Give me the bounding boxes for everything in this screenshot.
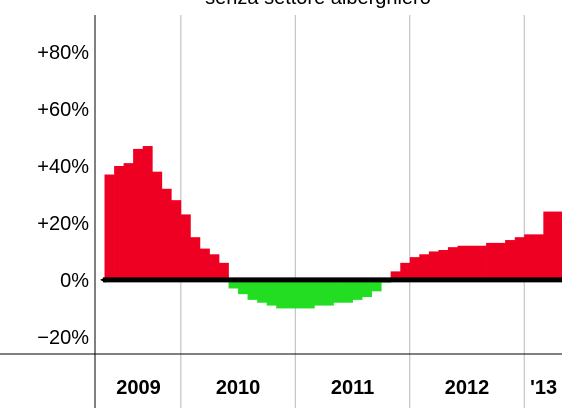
bar — [371, 279, 382, 292]
y-tick-label: +40% — [37, 156, 89, 178]
bar — [285, 279, 296, 309]
bar — [295, 279, 306, 309]
bar — [199, 248, 210, 280]
bar — [276, 279, 287, 309]
bar — [352, 279, 363, 300]
bar — [438, 250, 449, 280]
bar — [514, 237, 525, 280]
bar — [457, 245, 468, 280]
bar — [152, 171, 163, 280]
x-tick-label: '13 — [530, 377, 557, 399]
bar — [533, 234, 544, 280]
bar — [333, 279, 344, 303]
y-tick-label: +80% — [37, 42, 89, 64]
bar — [400, 262, 411, 280]
bar — [104, 174, 115, 280]
bar — [419, 254, 430, 280]
chart-title: senza settore alberghiero — [205, 0, 431, 9]
bar — [409, 257, 420, 280]
bar — [505, 240, 516, 280]
bar — [495, 242, 506, 280]
bar — [524, 234, 535, 280]
y-tick-label: +60% — [37, 99, 89, 121]
bar — [161, 188, 172, 280]
x-tick-label: 2009 — [116, 377, 161, 399]
x-tick-label: 2012 — [445, 377, 490, 399]
x-tick-label: 2011 — [331, 377, 374, 399]
bar — [362, 279, 372, 298]
bar — [543, 211, 554, 280]
bar — [180, 214, 191, 280]
bar — [343, 279, 353, 303]
bar — [171, 200, 182, 280]
bar — [314, 279, 325, 306]
bar — [486, 242, 497, 280]
bar — [390, 271, 401, 280]
bar — [257, 279, 268, 303]
bar — [228, 279, 239, 289]
bar — [466, 245, 477, 280]
zero-line-tip — [100, 276, 106, 283]
y-tick-label: +20% — [37, 213, 89, 235]
bar — [304, 279, 315, 309]
bar — [476, 245, 487, 280]
bar — [428, 251, 439, 280]
bar — [447, 247, 458, 280]
bar — [323, 279, 334, 306]
bar — [218, 262, 229, 280]
bar — [123, 163, 134, 280]
y-tick-label: −20% — [37, 327, 89, 349]
bar — [247, 279, 258, 300]
bar — [142, 146, 153, 280]
x-tick-label: 2010 — [216, 377, 261, 399]
bar — [190, 237, 201, 280]
bar — [209, 254, 220, 280]
bar — [114, 165, 125, 280]
y-tick-label: 0% — [60, 270, 89, 292]
bar — [133, 148, 144, 280]
bar — [552, 211, 562, 280]
bar — [266, 279, 277, 306]
bar — [238, 279, 248, 295]
